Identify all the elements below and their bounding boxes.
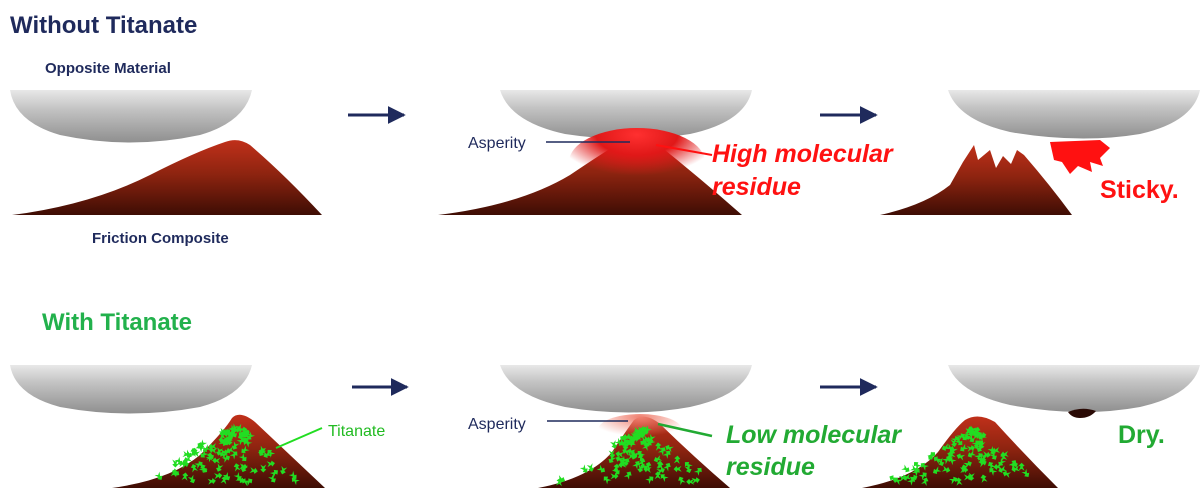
sticky-result-label: Sticky. (1100, 176, 1179, 204)
sticky-residue-blob (1050, 140, 1110, 174)
opposite-material-pad (948, 365, 1200, 413)
friction-composite-mound (12, 140, 322, 215)
torn-composite-mound (880, 145, 1072, 215)
dry-result-label: Dry. (1118, 421, 1165, 449)
high-molecular-residue-line1: High molecular (712, 140, 894, 168)
opposite-material-label: Opposite Material (45, 60, 171, 77)
asperity-label: Asperity (468, 135, 526, 152)
titanate-particle (901, 464, 912, 474)
high-molecular-residue-line2: residue (712, 173, 801, 201)
dry-residue-spot (1068, 408, 1096, 418)
titanate-label: Titanate (328, 423, 385, 440)
hot-asperity-glow (569, 128, 705, 196)
residue-pointer (655, 144, 713, 156)
opposite-material-pad (10, 365, 252, 414)
asperity-label: Asperity (468, 416, 526, 433)
with-titanate-title: With Titanate (42, 309, 192, 336)
opposite-material-pad (500, 365, 752, 413)
low-molecular-residue-line1: Low molecular (726, 421, 902, 449)
low-molecular-residue-line2: residue (726, 453, 815, 481)
without-titanate-title: Without Titanate (10, 12, 197, 39)
titanate-composite-mound (862, 416, 1058, 488)
opposite-material-pad (948, 90, 1200, 139)
opposite-material-pad (10, 90, 252, 143)
friction-composite-label: Friction Composite (92, 230, 229, 247)
residue-pointer (657, 422, 713, 438)
opposite-material-pad (500, 90, 752, 139)
titanate-pointer (275, 427, 323, 449)
